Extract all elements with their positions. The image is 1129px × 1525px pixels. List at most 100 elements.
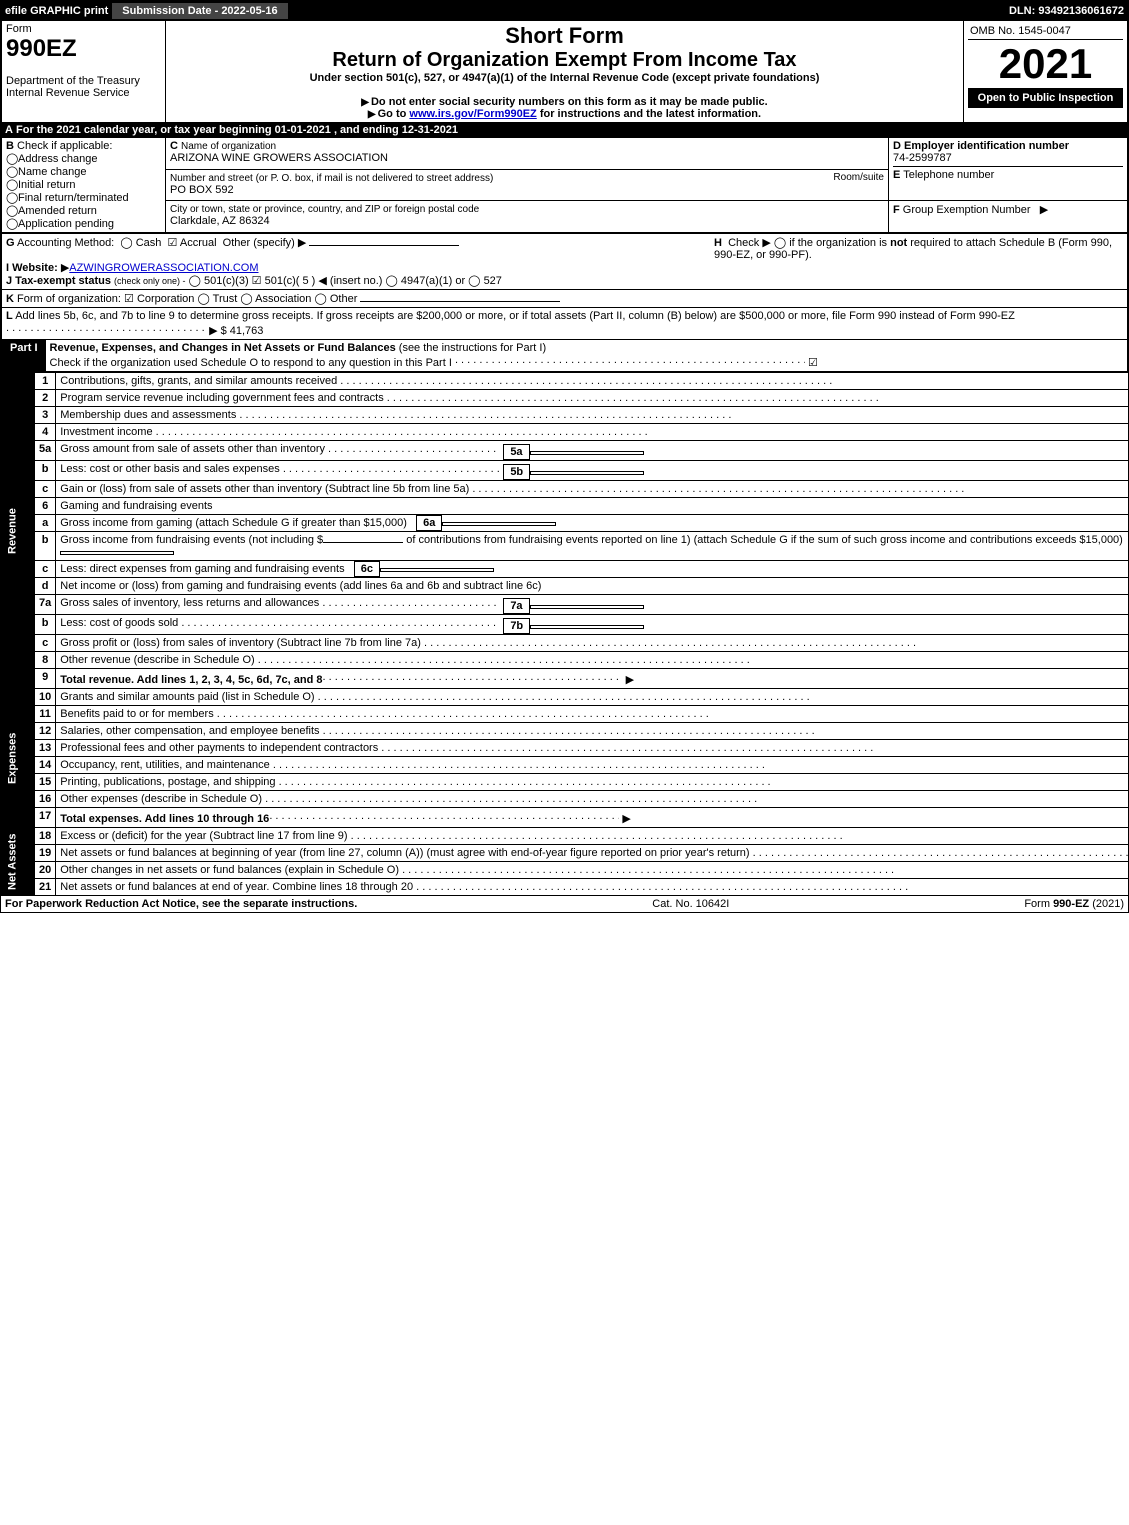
irs-link[interactable]: www.irs.gov/Form990EZ	[409, 108, 536, 120]
k-assoc: Association	[255, 293, 311, 305]
expenses-label: Expenses	[2, 689, 35, 828]
part1-header: Part I Revenue, Expenses, and Changes in…	[1, 340, 1128, 372]
room-label: Room/suite	[833, 172, 884, 183]
ln7b-val[interactable]	[530, 625, 644, 629]
i-label: I Website:	[6, 262, 58, 274]
row-k: K Form of organization: ☑ Corporation ◯ …	[1, 290, 1128, 308]
ln18-t: Excess or (deficit) for the year (Subtra…	[60, 830, 842, 842]
ln16-n: 16	[35, 791, 56, 808]
ln6c-t: Less: direct expenses from gaming and fu…	[60, 563, 344, 575]
d-text: Employer identification number	[904, 140, 1069, 152]
ln16-t: Other expenses (describe in Schedule O)	[60, 793, 757, 805]
revenue-label: Revenue	[2, 373, 35, 689]
l-arrow: ▶	[209, 325, 217, 337]
opt-initial: Initial return	[18, 179, 75, 191]
website[interactable]: AZWINGROWERASSOCIATION.COM	[69, 262, 258, 274]
opt-pending: Application pending	[18, 218, 114, 230]
ln7a-box: 7a	[503, 598, 529, 614]
e-label: E	[893, 169, 900, 181]
ln5a-box: 5a	[503, 444, 529, 460]
ln19-n: 19	[35, 845, 56, 862]
g-other-line[interactable]	[309, 245, 459, 246]
opt-amended: Amended return	[18, 205, 97, 217]
a-text: For the 2021 calendar year, or tax year …	[16, 124, 458, 136]
ln13-t: Professional fees and other payments to …	[60, 742, 873, 754]
ln5b-n: b	[35, 461, 56, 481]
ln1-t: Contributions, gifts, grants, and simila…	[60, 375, 832, 387]
ln6b-t1: Gross income from fundraising events (no…	[60, 534, 323, 546]
footer-right: Form 990-EZ (2021)	[1024, 898, 1124, 910]
efile-bar: efile GRAPHIC print Submission Date - 20…	[1, 1, 1128, 21]
j-b: 501(c)( 5 ) ◀ (insert no.)	[265, 275, 383, 287]
submission-date: Submission Date - 2022-05-16	[112, 3, 287, 19]
b-label: B	[6, 140, 14, 152]
row-a: A For the 2021 calendar year, or tax yea…	[1, 123, 1128, 137]
f-label: F	[893, 204, 900, 216]
lines-table: Revenue 1 Contributions, gifts, grants, …	[1, 372, 1129, 896]
ln2-n: 2	[35, 390, 56, 407]
c-label: C	[170, 140, 178, 152]
chk-amended[interactable]: ◯	[6, 204, 18, 217]
l-text: Add lines 5b, 6c, and 7b to line 9 to de…	[15, 310, 1015, 322]
footer-right-form: 990-EZ	[1053, 898, 1089, 910]
form-page: efile GRAPHIC print Submission Date - 20…	[0, 0, 1129, 913]
omb: OMB No. 1545-0047	[968, 23, 1123, 40]
l-dots	[6, 322, 206, 334]
footer-left: For Paperwork Reduction Act Notice, see …	[5, 898, 357, 910]
entity-block: B Check if applicable: ◯Address change ◯…	[1, 137, 1128, 233]
gh-block: G Accounting Method: ◯ Cash ☑ Accrual Ot…	[1, 233, 1128, 290]
ln6b-blank[interactable]	[323, 542, 403, 543]
b-check: Check if applicable:	[17, 140, 112, 152]
title-block: Form 990EZ Department of the Treasury In…	[1, 21, 1128, 123]
footer: For Paperwork Reduction Act Notice, see …	[1, 896, 1128, 912]
j-d: 527	[484, 275, 502, 287]
ln13-n: 13	[35, 740, 56, 757]
ln17-dots	[269, 810, 619, 822]
ln20-n: 20	[35, 862, 56, 879]
title-main: Return of Organization Exempt From Incom…	[170, 49, 959, 72]
ln6c-val[interactable]	[380, 568, 494, 572]
h-not: not	[890, 237, 907, 249]
chk-address[interactable]: ◯	[6, 152, 18, 165]
k-other-line[interactable]	[360, 301, 560, 302]
g-accrual: Accrual	[180, 237, 217, 249]
ln6a-val[interactable]	[442, 522, 556, 526]
ln7a-val[interactable]	[530, 605, 644, 609]
opt-address: Address change	[18, 153, 98, 165]
ln11-t: Benefits paid to or for members	[60, 708, 709, 720]
city: Clarkdale, AZ 86324	[170, 215, 270, 227]
ssn-warning: Do not enter social security numbers on …	[170, 96, 959, 108]
dept: Department of the Treasury	[6, 75, 140, 87]
ln12-t: Salaries, other compensation, and employ…	[60, 725, 814, 737]
ln9-t: Total revenue. Add lines 1, 2, 3, 4, 5c,…	[60, 674, 322, 686]
ln4-t: Investment income	[60, 426, 647, 438]
ln7a-t: Gross sales of inventory, less returns a…	[60, 597, 500, 609]
ln5a-n: 5a	[35, 441, 56, 461]
ln6b-val[interactable]	[60, 551, 174, 555]
form-word: Form	[6, 23, 32, 35]
open-public: Open to Public Inspection	[968, 88, 1123, 108]
efile-label: efile GRAPHIC print	[5, 5, 108, 17]
ln5b-val[interactable]	[530, 471, 644, 475]
chk-name[interactable]: ◯	[6, 165, 18, 178]
ln11-n: 11	[35, 706, 56, 723]
chk-initial[interactable]: ◯	[6, 178, 18, 191]
ln2-t: Program service revenue including govern…	[60, 392, 879, 404]
ln20-t: Other changes in net assets or fund bala…	[60, 864, 894, 876]
chk-pending[interactable]: ◯	[6, 217, 18, 230]
g-label: G	[6, 237, 15, 249]
goto-pre: Go to	[378, 108, 410, 120]
ln17-t: Total expenses. Add lines 10 through 16	[60, 813, 269, 825]
ln6b-n: b	[35, 532, 56, 561]
j-c: 4947(a)(1) or	[401, 275, 465, 287]
ln19-t: Net assets or fund balances at beginning…	[60, 847, 1129, 859]
chk-final[interactable]: ◯	[6, 191, 18, 204]
part1-title: Revenue, Expenses, and Changes in Net As…	[50, 342, 396, 354]
k-text: Form of organization:	[17, 293, 121, 305]
h-text: Check ▶ ◯ if the organization is	[728, 237, 890, 249]
d-label: D	[893, 140, 901, 152]
ln5a-val[interactable]	[530, 451, 644, 455]
ln8-t: Other revenue (describe in Schedule O)	[60, 654, 750, 666]
arrow-icon	[368, 108, 378, 120]
part1-check: Check if the organization used Schedule …	[50, 357, 452, 369]
